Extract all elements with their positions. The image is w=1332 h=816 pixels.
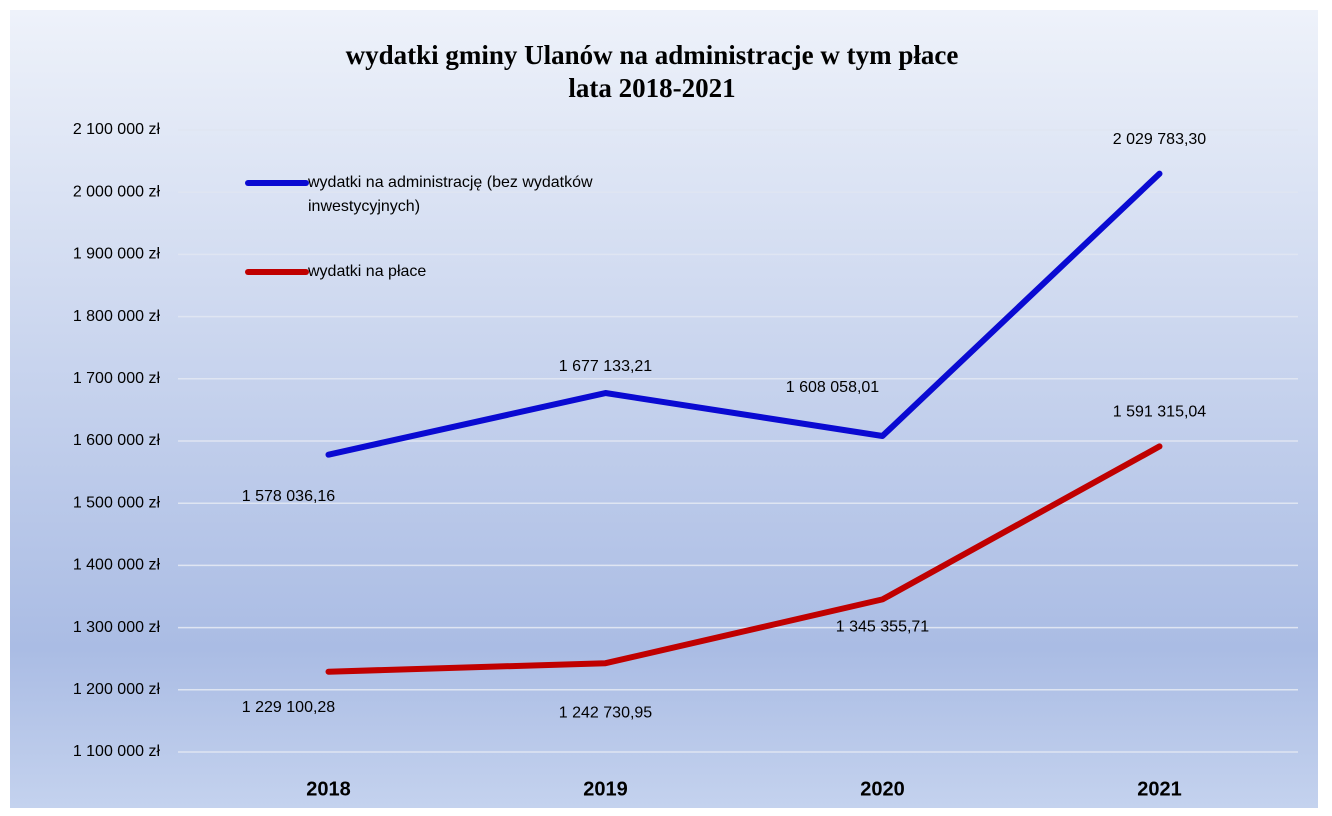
chart-subtitle: lata 2018-2021 [568, 73, 735, 103]
x-tick-label: 2019 [583, 778, 628, 800]
y-tick-label: 1 500 000 zł [73, 494, 161, 511]
data-label: 1 229 100,28 [242, 699, 336, 716]
x-tick-label: 2018 [306, 778, 351, 800]
y-tick-label: 1 600 000 zł [73, 432, 161, 449]
data-label: 1 578 036,16 [242, 488, 336, 505]
data-label: 2 029 783,30 [1113, 131, 1207, 148]
y-tick-label: 1 700 000 zł [73, 370, 161, 387]
chart-title: wydatki gminy Ulanów na administracje w … [346, 40, 959, 70]
y-tick-label: 1 900 000 zł [73, 246, 161, 263]
y-tick-label: 1 800 000 zł [73, 308, 161, 325]
y-tick-label: 1 200 000 zł [73, 681, 161, 698]
legend-label: wydatki na płace [308, 263, 427, 280]
series-line [325, 443, 1163, 675]
legend-label: wydatki na administrację (bez wydatków i… [308, 174, 593, 215]
y-tick-label: 1 300 000 zł [73, 619, 161, 636]
y-tick-label: 1 100 000 zł [73, 743, 161, 760]
y-tick-label: 1 400 000 zł [73, 557, 161, 574]
x-tick-label: 2021 [1137, 778, 1182, 800]
data-label: 1 345 355,71 [836, 619, 930, 636]
series-line [325, 170, 1163, 458]
y-tick-label: 2 000 000 zł [73, 183, 161, 200]
data-label: 1 242 730,95 [559, 704, 653, 721]
chart-background [10, 10, 1318, 808]
y-tick-label: 2 100 000 zł [73, 121, 161, 138]
x-tick-label: 2020 [860, 778, 905, 800]
data-label: 1 608 058,01 [786, 379, 880, 396]
data-label: 1 591 315,04 [1113, 404, 1207, 421]
data-label: 1 677 133,21 [559, 358, 653, 375]
